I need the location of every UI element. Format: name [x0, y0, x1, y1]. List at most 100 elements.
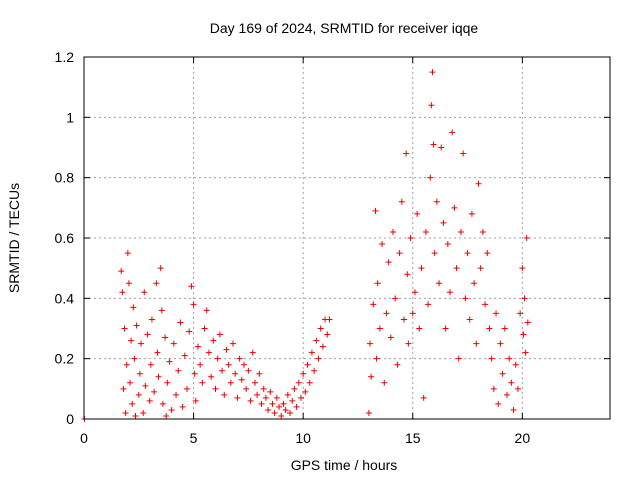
data-point [291, 385, 298, 392]
data-point [177, 319, 184, 326]
data-point [313, 337, 320, 344]
data-point [197, 361, 204, 368]
data-point [221, 391, 228, 398]
data-point [155, 373, 162, 380]
data-point [304, 361, 311, 368]
x-tick-label: 5 [190, 430, 198, 446]
data-point [142, 382, 149, 389]
data-point [473, 340, 480, 347]
data-point [404, 271, 411, 278]
data-point [493, 310, 500, 317]
data-point [506, 355, 513, 362]
data-point [385, 259, 392, 266]
data-point [245, 367, 252, 374]
data-point [497, 340, 504, 347]
data-point [436, 280, 443, 287]
data-point [238, 376, 245, 383]
chart-title: Day 169 of 2024, SRMTID for receiver iqq… [210, 20, 479, 36]
y-tick-label: 0.4 [55, 290, 75, 306]
data-point [269, 400, 276, 407]
data-point [453, 265, 460, 272]
data-point [449, 129, 456, 136]
data-point [256, 370, 263, 377]
data-point [430, 141, 437, 148]
data-point [280, 400, 287, 407]
data-point [265, 406, 272, 413]
data-point [495, 400, 502, 407]
x-axis-label: GPS time / hours [291, 457, 398, 473]
data-point [173, 391, 180, 398]
data-point [128, 337, 135, 344]
data-point [479, 228, 486, 235]
data-point [164, 379, 171, 386]
x-tick-label: 10 [295, 430, 311, 446]
data-point [191, 370, 198, 377]
data-point [522, 349, 529, 356]
data-point [510, 406, 517, 413]
data-point [223, 346, 230, 353]
data-point [468, 210, 475, 217]
x-tick-label: 20 [515, 430, 531, 446]
data-point [490, 385, 497, 392]
data-point [201, 325, 208, 332]
data-point [227, 379, 234, 386]
data-point [444, 241, 451, 248]
data-point [289, 397, 296, 404]
data-point [451, 204, 458, 211]
data-point [427, 174, 434, 181]
y-tick-labels: 0 0.2 0.4 0.6 0.8 1 1.2 [55, 49, 75, 427]
data-point [192, 397, 199, 404]
data-point [133, 322, 140, 329]
data-point [460, 150, 467, 157]
data-point [422, 228, 429, 235]
data-point [411, 289, 418, 296]
data-point [225, 361, 232, 368]
data-point [123, 361, 130, 368]
data-point [464, 250, 471, 257]
plot-frame [83, 56, 611, 420]
data-point [127, 379, 134, 386]
data-point [409, 310, 416, 317]
data-point [503, 391, 510, 398]
grid [84, 57, 610, 419]
data-point [370, 301, 377, 308]
data-point [381, 379, 388, 386]
data-point [212, 385, 219, 392]
data-point [521, 295, 528, 302]
data-point [428, 102, 435, 109]
data-point [407, 235, 414, 241]
data-point [486, 325, 493, 332]
data-point [466, 316, 473, 323]
data-point [519, 265, 526, 272]
data-point [170, 340, 177, 347]
data-point [302, 388, 309, 395]
data-point [482, 301, 489, 308]
data-point [154, 349, 161, 356]
y-tick-label: 0.8 [55, 170, 75, 186]
data-point [122, 409, 129, 416]
data-point [219, 367, 226, 374]
data-point [184, 385, 191, 392]
data-point [188, 283, 195, 290]
data-point [243, 385, 250, 392]
data-point [512, 361, 519, 368]
data-point [462, 295, 469, 302]
data-point [282, 406, 289, 413]
data-point [484, 250, 491, 257]
data-point [499, 370, 506, 377]
data-point [488, 355, 495, 362]
data-point [319, 343, 326, 350]
data-point [431, 250, 438, 257]
axis-ticks [83, 56, 610, 420]
data-point [440, 219, 447, 226]
y-axis-label: SRMTID / TECUs [6, 183, 22, 293]
data-point [311, 367, 318, 374]
data-point [390, 228, 397, 235]
data-point [420, 394, 427, 401]
y-tick-label: 0.6 [55, 230, 75, 246]
data-point [433, 198, 440, 205]
data-point [131, 355, 138, 362]
data-point [514, 385, 521, 392]
data-point [119, 289, 126, 296]
data-point [141, 289, 148, 296]
